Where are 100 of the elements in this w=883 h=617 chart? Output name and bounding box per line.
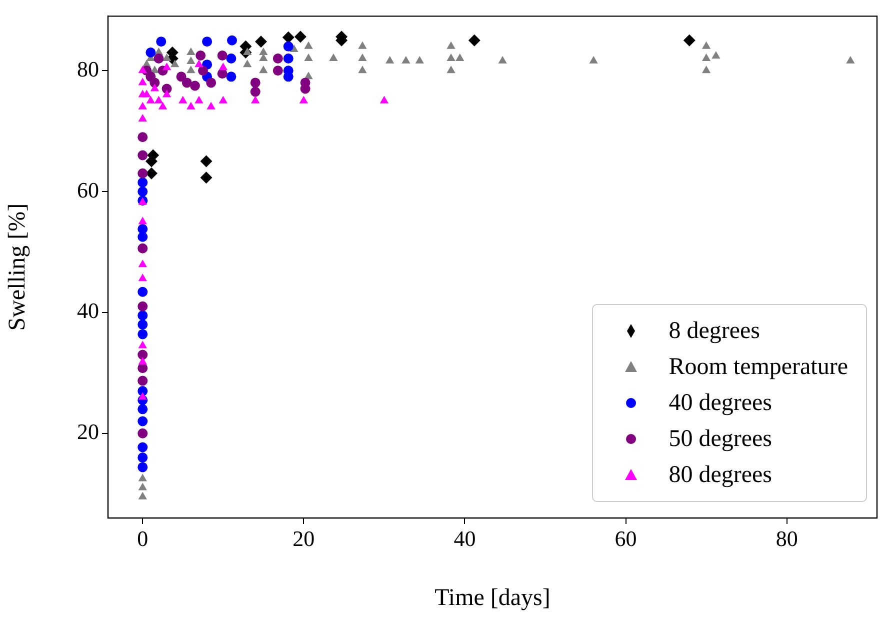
point <box>138 350 148 360</box>
point <box>198 66 208 76</box>
point <box>162 54 172 62</box>
point <box>138 168 148 178</box>
point <box>299 96 308 104</box>
legend-label: 50 degrees <box>668 425 772 454</box>
point <box>138 186 148 197</box>
point <box>456 54 464 62</box>
x-tick-label: 40 <box>454 526 476 551</box>
point <box>206 102 216 110</box>
point <box>156 36 166 47</box>
point <box>138 310 148 320</box>
point <box>202 36 212 47</box>
point <box>683 34 696 46</box>
point <box>282 31 294 44</box>
point <box>446 66 456 74</box>
point <box>358 41 367 49</box>
point <box>182 78 192 88</box>
legend-label: 8 degrees <box>668 317 760 346</box>
point <box>138 363 148 374</box>
point <box>358 54 367 62</box>
x-tick-label: 20 <box>292 526 315 551</box>
point <box>242 47 252 55</box>
y-tick-label: 80 <box>77 56 99 82</box>
point <box>138 243 148 254</box>
point <box>250 78 260 88</box>
point <box>138 416 148 426</box>
legend-label: 80 degrees <box>668 461 772 490</box>
x-axis-title: Time [days] <box>434 584 550 611</box>
point <box>150 84 160 92</box>
y-tick-label: 40 <box>77 298 99 324</box>
point <box>259 66 268 74</box>
point <box>380 96 389 104</box>
point <box>138 492 147 500</box>
point <box>186 102 196 110</box>
point <box>254 36 267 48</box>
point <box>138 482 147 490</box>
point <box>446 41 456 49</box>
point <box>702 54 711 62</box>
point <box>138 232 148 242</box>
point <box>138 474 147 482</box>
point <box>468 34 480 46</box>
point <box>272 66 283 76</box>
point <box>186 47 196 55</box>
legend-label: Room temperature <box>668 353 848 382</box>
point <box>217 50 228 60</box>
point <box>283 72 294 82</box>
point <box>200 172 212 184</box>
point <box>259 47 268 55</box>
point <box>329 54 338 62</box>
point <box>138 274 147 282</box>
point <box>196 50 206 60</box>
point <box>138 452 148 463</box>
point <box>138 102 147 110</box>
point <box>283 54 294 64</box>
point <box>206 78 216 88</box>
point <box>158 102 168 110</box>
point <box>186 56 196 64</box>
point <box>272 54 283 64</box>
point <box>589 56 598 64</box>
point <box>146 96 156 104</box>
y-tick-label: 60 <box>77 177 99 202</box>
point <box>154 54 164 64</box>
point <box>138 329 148 340</box>
point <box>138 177 148 188</box>
point <box>415 56 424 64</box>
point <box>138 442 148 452</box>
point <box>218 96 228 104</box>
point <box>138 404 148 414</box>
point <box>250 86 260 97</box>
point <box>138 150 148 160</box>
point <box>186 66 196 74</box>
point <box>190 80 200 91</box>
point <box>142 90 151 98</box>
point <box>702 41 711 49</box>
point <box>154 96 164 104</box>
legend-label: 40 degrees <box>668 389 772 418</box>
point <box>294 30 306 43</box>
point <box>226 72 236 82</box>
point <box>138 114 147 122</box>
point <box>702 66 711 74</box>
point <box>138 216 147 224</box>
point <box>846 56 855 64</box>
point <box>138 132 148 142</box>
point <box>304 54 313 62</box>
point <box>138 78 147 86</box>
point <box>498 56 507 64</box>
x-tick-label: 60 <box>614 526 637 551</box>
point <box>162 62 172 70</box>
point <box>162 90 172 98</box>
point <box>358 66 367 74</box>
point <box>200 155 212 168</box>
point <box>402 56 410 64</box>
point <box>218 62 228 70</box>
point <box>138 357 147 365</box>
point <box>170 60 180 68</box>
x-tick-label: 0 <box>137 526 148 551</box>
point <box>146 47 156 58</box>
point <box>138 301 148 312</box>
point <box>138 320 148 330</box>
